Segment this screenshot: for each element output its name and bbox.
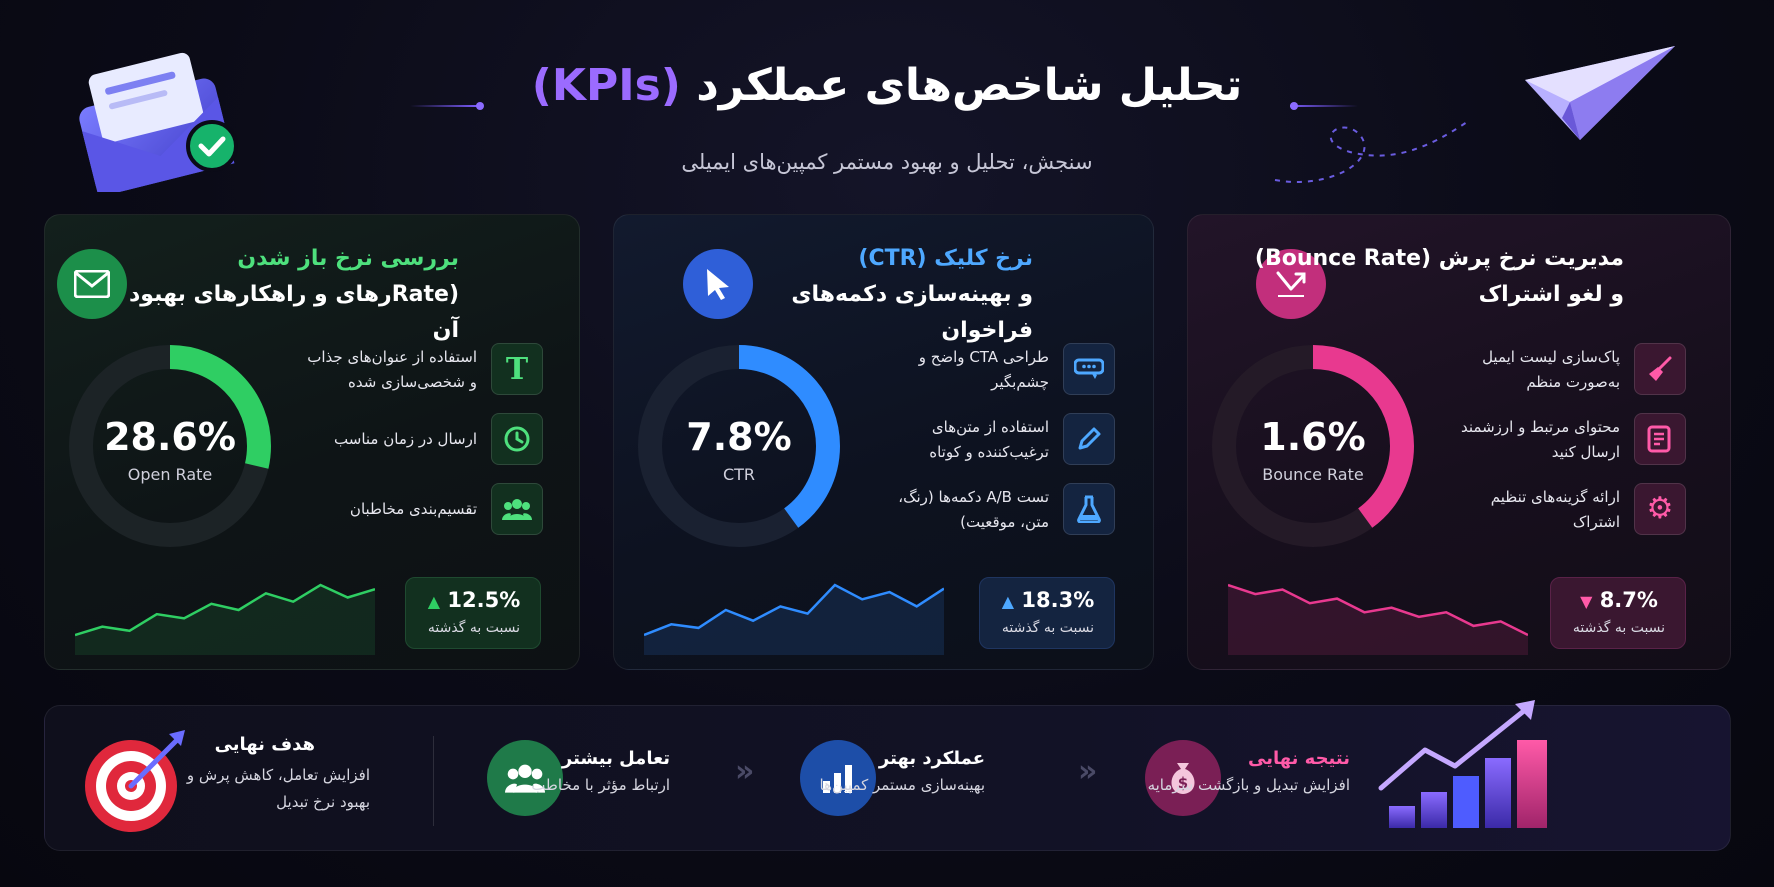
flask-icon (1063, 483, 1115, 535)
bounce-arrow-icon (1256, 249, 1326, 319)
bounce-rate-card-title: مدیریت نرخ پرش (Bounce Rate) و لغو اشترا… (1244, 241, 1624, 313)
ctr-sparkline (644, 583, 944, 655)
summary-bar: هدف نهایی افزایش تعامل، کاهش پرش و بهبود… (44, 700, 1731, 851)
chevron-double-icon: » (735, 754, 755, 789)
card-title-line1-text: مدیریت نرخ پرش (Bounce Rate) (1254, 246, 1624, 271)
money-bag-icon: $ (1145, 740, 1221, 816)
card-title-line1: بررسی نرخ باز شدن (237, 246, 459, 271)
tip-item: محتوای مرتبط و ارزشمند ارسال کنید (1461, 413, 1686, 467)
bar-chart-icon (800, 740, 876, 816)
page-title: تحلیل شاخص‌های عملکرد (KPIs) (0, 60, 1774, 111)
card-title-line2: و لغو اشتراک (1478, 282, 1624, 307)
step-performance-text: بهینه‌سازی مستمر کمپین‌ها (819, 776, 986, 794)
step-result-text: افزایش تبدیل و بازگشت سرمایه (1147, 776, 1350, 794)
tip-item: ⚙ ارائه گزینه‌های تنظیم اشتراک (1466, 483, 1686, 537)
tip-text: استفاده از عنوان‌های جذاب و شخصی‌سازی شد… (307, 348, 477, 391)
trend-down-icon: ▼ (1580, 592, 1593, 611)
tip-text: ارائه گزینه‌های تنظیم اشتراک (1490, 488, 1620, 531)
bottom-divider (433, 736, 434, 826)
bounce-rate-card: مدیریت نرخ پرش (Bounce Rate) و لغو اشترا… (1187, 214, 1731, 670)
tip-item: تست A/B دکمه‌ها (رنگ، متن، موقعیت) (895, 483, 1115, 537)
bounce-rate-ring: 1.6% Bounce Rate (1210, 343, 1416, 549)
card-title-line2: و بهینه‌سازی دکمه‌های فراخوان (791, 282, 1033, 343)
text-format-icon: T (491, 343, 543, 395)
step-engagement-title: تعامل بیشتر (561, 748, 670, 769)
goal-title: هدف نهایی (214, 734, 315, 755)
goal-text: افزایش تعامل، کاهش پرش و بهبود نرخ تبدیل (186, 766, 370, 811)
tip-text: تست A/B دکمه‌ها (رنگ، متن، موقعیت) (898, 488, 1049, 531)
broom-icon (1634, 343, 1686, 395)
pencil-icon (1063, 413, 1115, 465)
bounce-rate-value: 1.6% (1260, 415, 1366, 459)
target-icon (81, 724, 191, 834)
open-rate-sparkline (75, 583, 375, 655)
gear-icon: ⚙ (1634, 483, 1686, 535)
tip-item: ارسال در زمان مناسب (323, 413, 543, 467)
trend-value-text: 18.3% (1021, 588, 1095, 612)
open-rate-label: Open Rate (127, 465, 213, 484)
title-decor-dot-right (1290, 102, 1298, 110)
cursor-icon (683, 249, 753, 319)
tip-text: استفاده از متن‌های ترغیب‌کننده و کوتاه (929, 418, 1049, 461)
decor-paper-plane (1270, 40, 1690, 200)
card-title-line1: مدیریت نرخ پرش (Bounce Rate) (1244, 241, 1624, 277)
title-decor-line-left (410, 105, 478, 107)
tip-item: T استفاده از عنوان‌های جذاب و شخصی‌سازی … (307, 343, 543, 397)
envelope-icon (57, 249, 127, 319)
trend-value: ▲ 18.3% (980, 588, 1116, 612)
button-icon (1063, 343, 1115, 395)
ctr-ring: 7.8% CTR (636, 343, 842, 549)
tip-item: طراحی CTA واضح و چشم‌بگیر (895, 343, 1115, 397)
trend-sub: نسبت به گذشته (1001, 620, 1095, 636)
chevron-double-icon: » (1078, 754, 1098, 789)
ctr-card-title: نرخ کلیک (CTR) و بهینه‌سازی دکمه‌های فرا… (693, 241, 1033, 349)
card-title-line2: (Rateرهای و راهکارهای بهبود آن (129, 282, 459, 343)
step-engagement-text: ارتباط مؤثر با مخاطب (531, 776, 670, 794)
page-title-main: تحلیل شاخص‌های عملکرد (696, 60, 1243, 111)
tip-text: طراحی CTA واضح و چشم‌بگیر (918, 348, 1049, 391)
open-rate-card-title: بررسی نرخ باز شدن (Rateرهای و راهکارهای … (119, 241, 459, 349)
step-result-title: نتیجه نهایی (1248, 748, 1350, 769)
tip-text: پاک‌سازی لیست ایمیل به‌صورت منظم (1482, 348, 1620, 391)
bounce-rate-sparkline (1228, 583, 1528, 655)
trend-value-text: 12.5% (447, 588, 521, 612)
step-performance-title: عملکرد بهتر (878, 748, 985, 769)
page-title-kpi: (KPIs) (531, 60, 681, 111)
tip-text: تقسیم‌بندی مخاطبان (349, 500, 477, 518)
trend-sub: نسبت به گذشته (1572, 620, 1666, 636)
tip-text: ارسال در زمان مناسب (334, 430, 477, 448)
open-rate-card: بررسی نرخ باز شدن (Rateرهای و راهکارهای … (44, 214, 580, 670)
title-decor-dot-left (476, 102, 484, 110)
card-title-line1: نرخ کلیک (CTR) (858, 246, 1033, 271)
content-icon (1634, 413, 1686, 465)
open-rate-ring: 28.6% Open Rate (67, 343, 273, 549)
ctr-value: 7.8% (686, 415, 792, 459)
trend-up-icon: ▲ (1001, 592, 1015, 611)
title-decor-line-right (1290, 105, 1358, 107)
svg-text:$: $ (1178, 774, 1188, 792)
ctr-card: نرخ کلیک (CTR) و بهینه‌سازی دکمه‌های فرا… (613, 214, 1154, 670)
open-rate-value: 28.6% (104, 415, 236, 459)
trend-sub: نسبت به گذشته (427, 620, 521, 636)
tip-item: استفاده از متن‌های ترغیب‌کننده و کوتاه (895, 413, 1115, 467)
trend-value-text: 8.7% (1599, 588, 1658, 612)
trend-up-icon: ▲ (427, 592, 441, 611)
ctr-label: CTR (722, 465, 756, 484)
tip-item: تقسیم‌بندی مخاطبان (323, 483, 543, 537)
page-subtitle: سنجش، تحلیل و بهبود مستمر کمپین‌های ایمی… (681, 150, 1093, 174)
tip-item: پاک‌سازی لیست ایمیل به‌صورت منظم (1466, 343, 1686, 397)
growth-chart-illustration (1375, 692, 1575, 842)
bounce-rate-label: Bounce Rate (1262, 465, 1364, 484)
tip-text: محتوای مرتبط و ارزشمند ارسال کنید (1461, 418, 1620, 461)
clock-icon (491, 413, 543, 465)
bounce-rate-trend-badge: ▼ 8.7% نسبت به گذشته (1550, 577, 1686, 649)
open-rate-trend-badge: ▲ 12.5% نسبت به گذشته (405, 577, 541, 649)
decor-email-illustration (62, 52, 242, 198)
ctr-trend-badge: ▲ 18.3% نسبت به گذشته (979, 577, 1115, 649)
trend-value: ▲ 12.5% (406, 588, 542, 612)
trend-value: ▼ 8.7% (1551, 588, 1687, 612)
users-icon (491, 483, 543, 535)
users-icon (487, 740, 563, 816)
